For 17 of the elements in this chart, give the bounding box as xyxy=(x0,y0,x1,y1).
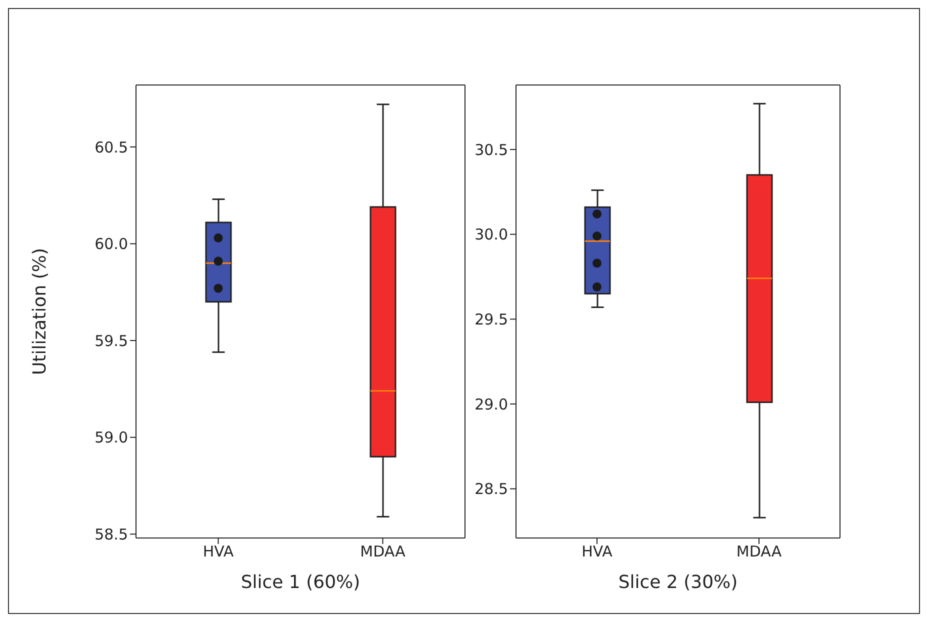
x-tick-label: HVA xyxy=(582,542,614,561)
x-tick-label: MDAA xyxy=(360,542,406,561)
y-tick-label: 28.5 xyxy=(474,480,508,498)
y-tick-label: 58.5 xyxy=(94,525,128,544)
y-tick-label: 60.5 xyxy=(94,138,128,156)
y-tick-label: 29.0 xyxy=(474,395,508,414)
y-tick-label: 30.5 xyxy=(474,140,508,159)
x-tick-label: MDAA xyxy=(736,542,782,561)
y-tick-label: 59.0 xyxy=(94,428,128,447)
y-tick-label: 29.5 xyxy=(474,310,508,328)
y-tick-label: 59.5 xyxy=(94,332,128,350)
y-tick-label: 30.0 xyxy=(474,226,508,244)
y-axis-title: Utilization (%) xyxy=(29,248,50,376)
y-tick-label: 60.0 xyxy=(94,235,128,254)
x-tick-label: HVA xyxy=(202,542,234,561)
x-axis-title: Slice 1 (60%) xyxy=(240,572,360,593)
x-axis-title: Slice 2 (30%) xyxy=(618,572,738,593)
